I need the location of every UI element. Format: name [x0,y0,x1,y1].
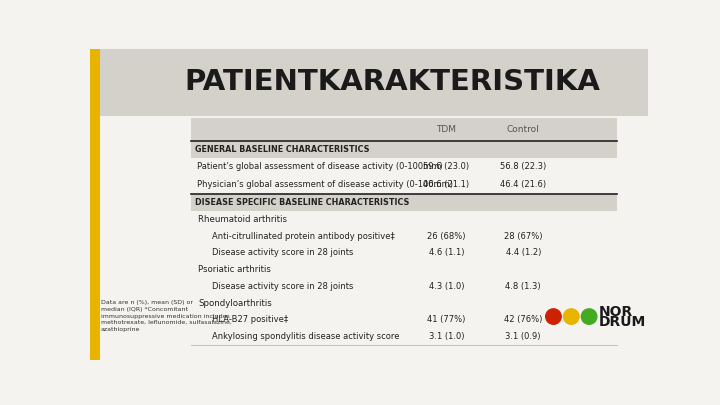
Text: 46.4 (21.6): 46.4 (21.6) [500,181,546,190]
Text: 3.1 (0.9): 3.1 (0.9) [505,332,541,341]
Text: DRUM: DRUM [599,315,647,329]
Bar [191,295,617,311]
Circle shape [546,309,561,324]
Bar [191,194,617,211]
Bar [191,211,617,228]
Text: GENERAL BASELINE CHARACTERISTICS: GENERAL BASELINE CHARACTERISTICS [194,145,369,153]
Text: Ankylosing spondylitis disease activity score: Ankylosing spondylitis disease activity … [212,332,399,341]
Text: Rheumatoid arthritis: Rheumatoid arthritis [199,215,287,224]
Text: NOR: NOR [599,305,634,319]
Text: PATIENTKARAKTERISTIKA: PATIENTKARAKTERISTIKA [184,68,600,96]
Bar [191,245,617,261]
Text: HLA-B27 positive‡: HLA-B27 positive‡ [212,315,288,324]
Text: Physician’s global assessment of disease activity (0-100mm): Physician’s global assessment of disease… [197,181,453,190]
Text: Disease activity score in 28 joints: Disease activity score in 28 joints [212,248,353,257]
Text: 4.6 (1.1): 4.6 (1.1) [428,248,464,257]
Bar [191,311,617,328]
Text: 26 (68%): 26 (68%) [427,232,466,241]
Bar [90,49,648,116]
Text: 28 (67%): 28 (67%) [504,232,542,241]
Bar [90,49,100,360]
Text: 4.3 (1.0): 4.3 (1.0) [428,282,464,291]
Text: DISEASE SPECIFIC BASELINE CHARACTERISTICS: DISEASE SPECIFIC BASELINE CHARACTERISTIC… [194,198,409,207]
Text: 3.1 (1.0): 3.1 (1.0) [428,332,464,341]
Text: 4.4 (1.2): 4.4 (1.2) [505,248,541,257]
Text: Patient’s global assessment of disease activity (0-100mm): Patient’s global assessment of disease a… [197,162,443,171]
Circle shape [581,309,597,324]
Text: 46.6 (21.1): 46.6 (21.1) [423,181,469,190]
Text: 42 (76%): 42 (76%) [504,315,542,324]
Bar [191,118,617,141]
Text: Disease activity score in 28 joints: Disease activity score in 28 joints [212,282,353,291]
Bar [191,118,617,345]
Text: TDM: TDM [436,125,456,134]
Bar [191,158,617,176]
Text: Spondyloarthritis: Spondyloarthritis [199,298,272,308]
Bar [191,261,617,278]
Bar [191,228,617,245]
Text: 56.8 (22.3): 56.8 (22.3) [500,162,546,171]
Bar [191,141,617,158]
Bar [191,328,617,345]
Bar [191,278,617,295]
Bar [191,176,617,194]
Text: Control: Control [507,125,539,134]
Circle shape [564,309,579,324]
Text: 4.8 (1.3): 4.8 (1.3) [505,282,541,291]
Text: 41 (77%): 41 (77%) [427,315,466,324]
Text: Data are n (%), mean (SD) or
median (IQR) *Concomitant
immunosuppressive medicat: Data are n (%), mean (SD) or median (IQR… [101,301,232,332]
Text: Psoriatic arthritis: Psoriatic arthritis [199,265,271,274]
Text: 59.6 (23.0): 59.6 (23.0) [423,162,469,171]
Text: Anti-citrullinated protein antibody positive‡: Anti-citrullinated protein antibody posi… [212,232,395,241]
